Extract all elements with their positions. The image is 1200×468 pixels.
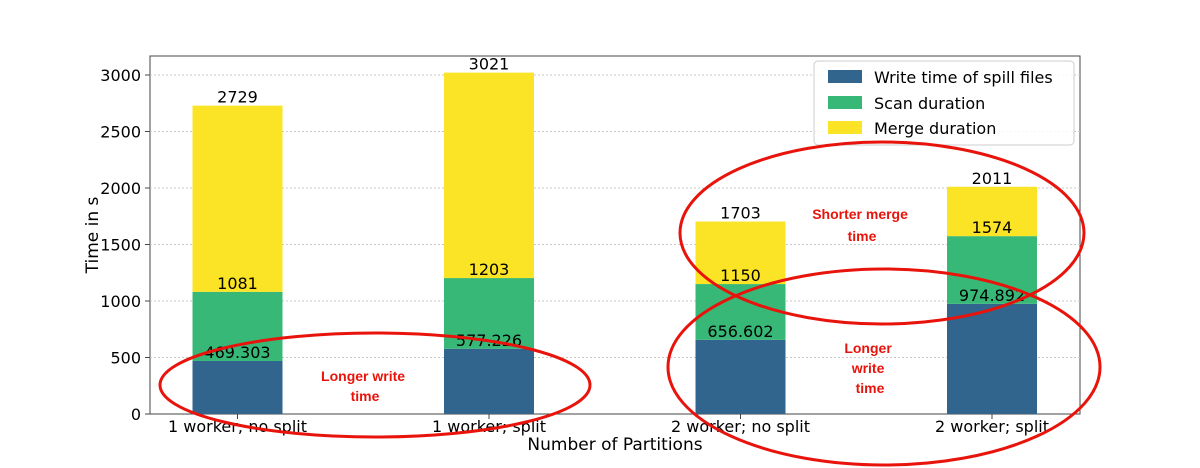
x-tick-label: 2 worker; split	[935, 417, 1049, 436]
annotation-longer-write-right: Longer write time	[844, 340, 895, 396]
grid-lines	[150, 74, 1080, 358]
plot-frame	[149, 55, 1081, 415]
bar-segment-merge	[192, 105, 283, 292]
bar-segment-merge	[695, 221, 786, 285]
bars	[192, 72, 1037, 414]
y-tick-label: 1500	[100, 236, 141, 255]
y-tick-label: 500	[110, 349, 141, 368]
bar-segment-merge	[947, 186, 1037, 237]
bar-segment-scan	[192, 291, 283, 361]
bar-segment-write	[695, 339, 786, 414]
x-axis-title: Number of Partitions	[527, 435, 702, 455]
legend-label-merge: Merge duration	[874, 119, 996, 138]
legend: Write time of spill files Scan duration …	[813, 60, 1075, 146]
y-tick-label: 3000	[100, 66, 141, 85]
y-tick-label: 1000	[100, 292, 141, 311]
y-axis-ticks: 0 500 1000 1500 2000 2500 3000	[100, 66, 150, 424]
data-label-scan: 1203	[469, 260, 510, 279]
data-label-scan: 1150	[720, 266, 761, 285]
annotation-ellipse-write-left	[158, 331, 592, 439]
data-label-total: 3021	[469, 55, 510, 74]
annotation-shorter-merge: Shorter merge time	[812, 206, 912, 244]
annotations: Longer write time Shorter merge time Lon…	[158, 140, 1102, 467]
annotation-ellipse-write-right	[666, 267, 1102, 467]
bar-segment-merge	[444, 72, 534, 279]
y-axis-title: Time in s	[83, 196, 103, 274]
bar-segment-write	[947, 303, 1037, 414]
data-label-total: 2729	[217, 88, 258, 107]
bar-segment-write	[444, 348, 534, 414]
annotation-longer-write-left: Longer write time	[321, 368, 409, 404]
data-label-write: 974.892	[959, 286, 1025, 305]
legend-label-scan: Scan duration	[874, 94, 985, 113]
data-label-total: 2011	[972, 169, 1013, 188]
data-label-write: 656.602	[707, 322, 773, 341]
data-label-total: 1703	[720, 204, 761, 223]
legend-swatch-scan	[828, 96, 862, 109]
x-tick-label: 1 worker; split	[432, 417, 546, 436]
bar-segment-write	[192, 360, 283, 414]
y-tick-label: 2000	[100, 179, 141, 198]
annotation-ellipse-merge-right	[678, 140, 1086, 326]
y-tick-label: 2500	[100, 123, 141, 142]
x-tick-label: 2 worker; no split	[671, 417, 810, 436]
legend-swatch-write	[828, 70, 862, 83]
data-label-scan: 1574	[972, 218, 1013, 237]
data-label-scan: 1081	[217, 274, 258, 293]
y-tick-label: 0	[131, 405, 141, 424]
legend-swatch-merge	[828, 121, 862, 134]
legend-label-write: Write time of spill files	[874, 68, 1053, 87]
